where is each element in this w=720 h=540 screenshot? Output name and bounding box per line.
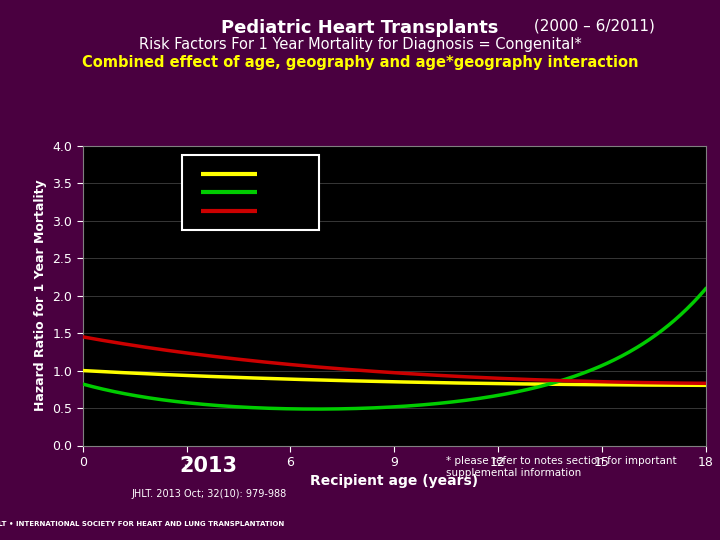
FancyBboxPatch shape (182, 155, 320, 230)
X-axis label: Recipient age (years): Recipient age (years) (310, 475, 478, 489)
Text: ISHLT • INTERNATIONAL SOCIETY FOR HEART AND LUNG TRANSPLANTATION: ISHLT • INTERNATIONAL SOCIETY FOR HEART … (0, 521, 284, 526)
Y-axis label: Hazard Ratio for 1 Year Mortality: Hazard Ratio for 1 Year Mortality (34, 180, 47, 411)
Text: Pediatric Heart Transplants: Pediatric Heart Transplants (221, 19, 499, 37)
Text: 2013: 2013 (180, 456, 238, 476)
Text: Risk Factors For 1 Year Mortality for Diagnosis = Congenital*: Risk Factors For 1 Year Mortality for Di… (139, 37, 581, 52)
Text: Combined effect of age, geography and age*geography interaction: Combined effect of age, geography and ag… (82, 55, 638, 70)
Text: * please refer to notes section for important
supplemental information: * please refer to notes section for impo… (446, 456, 677, 478)
Text: JHLT. 2013 Oct; 32(10): 979-988: JHLT. 2013 Oct; 32(10): 979-988 (131, 489, 287, 499)
Text: (2000 – 6/2011): (2000 – 6/2011) (529, 19, 655, 34)
